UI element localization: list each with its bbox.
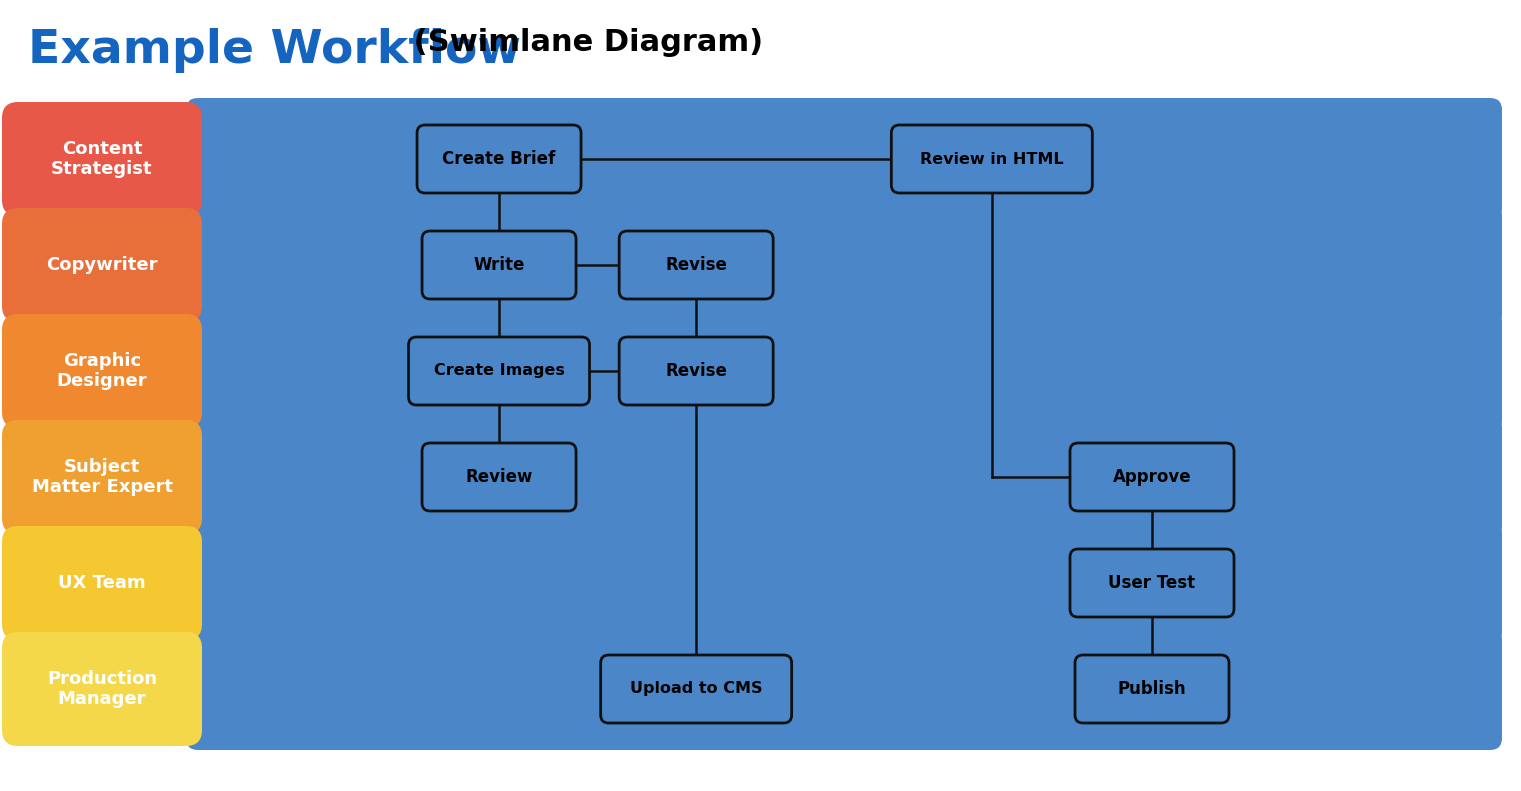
FancyBboxPatch shape <box>186 628 1503 750</box>
FancyBboxPatch shape <box>1069 549 1234 617</box>
FancyBboxPatch shape <box>186 416 1503 538</box>
FancyBboxPatch shape <box>601 655 791 723</box>
Text: Create Images: Create Images <box>433 364 564 379</box>
FancyBboxPatch shape <box>186 310 1503 432</box>
Text: Review: Review <box>465 468 532 486</box>
FancyBboxPatch shape <box>619 231 773 299</box>
Text: Write: Write <box>473 256 525 274</box>
Text: User Test: User Test <box>1109 574 1196 592</box>
Text: Graphic
Designer: Graphic Designer <box>56 352 148 391</box>
Text: Create Brief: Create Brief <box>443 150 555 168</box>
FancyBboxPatch shape <box>2 208 202 322</box>
FancyBboxPatch shape <box>186 204 1503 326</box>
Text: Approve: Approve <box>1113 468 1191 486</box>
FancyBboxPatch shape <box>421 231 576 299</box>
FancyBboxPatch shape <box>2 420 202 534</box>
Text: UX Team: UX Team <box>58 574 146 592</box>
FancyBboxPatch shape <box>891 125 1092 193</box>
Text: Upload to CMS: Upload to CMS <box>630 682 762 697</box>
Text: Example Workflow: Example Workflow <box>27 28 522 73</box>
FancyBboxPatch shape <box>1075 655 1229 723</box>
Text: Revise: Revise <box>665 256 727 274</box>
Text: Production
Manager: Production Manager <box>47 670 157 709</box>
FancyBboxPatch shape <box>2 632 202 746</box>
Text: Review in HTML: Review in HTML <box>920 152 1063 166</box>
FancyBboxPatch shape <box>421 443 576 511</box>
Text: (Swimlane Diagram): (Swimlane Diagram) <box>403 28 764 57</box>
Text: Copywriter: Copywriter <box>46 256 158 274</box>
FancyBboxPatch shape <box>409 337 590 405</box>
Text: Publish: Publish <box>1118 680 1186 698</box>
FancyBboxPatch shape <box>2 526 202 640</box>
FancyBboxPatch shape <box>619 337 773 405</box>
Text: Revise: Revise <box>665 362 727 380</box>
Text: Content
Strategist: Content Strategist <box>52 139 152 179</box>
FancyBboxPatch shape <box>2 102 202 216</box>
FancyBboxPatch shape <box>2 314 202 428</box>
FancyBboxPatch shape <box>417 125 581 193</box>
FancyBboxPatch shape <box>186 522 1503 644</box>
FancyBboxPatch shape <box>1069 443 1234 511</box>
Text: Subject
Matter Expert: Subject Matter Expert <box>32 458 172 497</box>
FancyBboxPatch shape <box>186 98 1503 220</box>
